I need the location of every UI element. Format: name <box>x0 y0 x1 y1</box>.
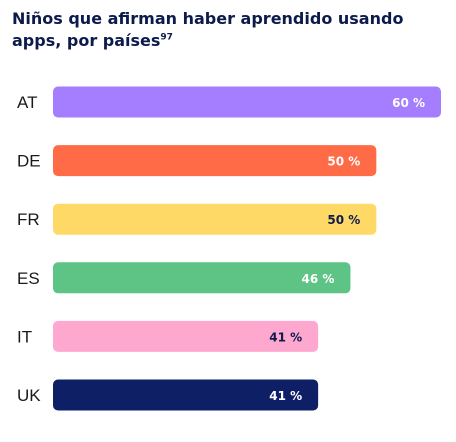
footnote-marker: 97 <box>160 32 173 43</box>
value-label-it: 41 % <box>269 330 302 344</box>
category-label-it: IT <box>17 327 32 346</box>
category-label-at: AT <box>17 93 37 112</box>
category-label-de: DE <box>17 152 41 171</box>
value-label-de: 50 % <box>327 155 360 169</box>
value-label-fr: 50 % <box>327 213 360 227</box>
value-label-es: 46 % <box>302 272 335 286</box>
value-label-uk: 41 % <box>269 389 302 403</box>
chart-title: Niños que afirman haber aprendido usando… <box>12 8 442 52</box>
category-label-uk: UK <box>17 386 41 405</box>
bar-fr <box>53 203 377 235</box>
bar-at <box>53 86 441 118</box>
value-label-at: 60 % <box>392 96 425 110</box>
bar-es <box>53 262 351 294</box>
category-label-fr: FR <box>17 210 40 229</box>
bar-uk <box>53 379 319 411</box>
bar-de <box>53 145 377 177</box>
category-label-es: ES <box>17 269 40 288</box>
chart-title-text: Niños que afirman haber aprendido usando… <box>12 9 404 50</box>
bar-it <box>53 320 319 352</box>
